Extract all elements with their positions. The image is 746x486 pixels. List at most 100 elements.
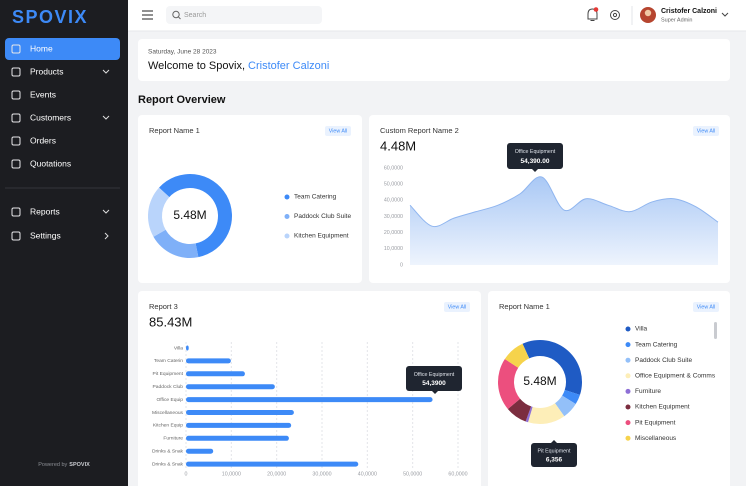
view-all-label[interactable]: View All (448, 304, 466, 310)
menu-label[interactable]: Products (30, 66, 64, 76)
legend-swatch (625, 388, 631, 394)
y-tick-label: 10,0000 (384, 246, 403, 252)
view-all-button[interactable] (444, 302, 470, 312)
menu-icon (11, 231, 21, 241)
menu-chevron (104, 232, 109, 240)
bar (186, 422, 292, 428)
legend-swatch (625, 357, 631, 363)
category-label: Villa (174, 345, 183, 351)
view-all-label[interactable]: View All (697, 128, 715, 134)
report-card: Report Name 1 View All Villa Team Catering P… (488, 291, 730, 486)
donut-center-label: 5.48M (173, 208, 206, 222)
bar (186, 448, 214, 454)
category-label: Furniture (163, 436, 183, 442)
area-line (409, 176, 719, 228)
legend-label: Team Catering (294, 194, 337, 201)
area-fill (410, 176, 718, 265)
x-tick-label: 0 (185, 471, 188, 477)
menu-label[interactable]: Home (30, 43, 53, 53)
tooltip-value: 54,390.00 (521, 158, 550, 165)
tooltip-value: 6,356 (546, 457, 563, 464)
donut-segment (159, 174, 232, 258)
y-tick-label: 0 (400, 262, 403, 268)
menu-label[interactable]: Settings (30, 230, 61, 240)
x-tick-label: 60,0000 (448, 471, 467, 477)
legend-swatch (284, 233, 290, 239)
tooltip-box (406, 366, 462, 391)
legend-label: Pit Equipment (635, 419, 676, 426)
greeting: Welcome to Spovix, (148, 60, 245, 72)
view-all-label[interactable]: View All (329, 128, 347, 134)
tooltip-pointer (432, 391, 438, 394)
card-background (488, 291, 730, 486)
menu-icon (11, 113, 21, 123)
menu-icon (11, 90, 21, 100)
legend-scrollbar (714, 322, 717, 339)
search-box[interactable] (166, 6, 322, 24)
donut-segment (507, 398, 532, 422)
welcome-date: Saturday, June 28 2023 (148, 49, 217, 56)
menu-icon (11, 67, 21, 77)
legend-swatch (625, 326, 631, 332)
settings-icon[interactable] (610, 10, 620, 20)
tooltip-title: Pit Equipment (538, 449, 572, 455)
logo[interactable]: SPOVIX (12, 7, 88, 27)
category-label: Team Caterin (154, 358, 183, 364)
menu-label[interactable]: Orders (30, 135, 56, 145)
legend-label: Furniture (635, 388, 661, 395)
menu-label[interactable]: Quotations (30, 158, 71, 168)
category-label: Office Equip (156, 397, 183, 403)
view-all-button[interactable] (693, 126, 719, 136)
menu-label[interactable]: Reports (30, 206, 60, 216)
legend-swatch (284, 194, 290, 200)
tooltip-title: Office Equipment (515, 149, 556, 155)
legend-swatch (625, 373, 631, 379)
welcome-card (138, 39, 730, 81)
welcome-text: Welcome to Spovix, Cristofer Calzoni (148, 60, 329, 72)
donut-center-label: 5.48M (523, 374, 556, 388)
y-tick-label: 60,0000 (384, 165, 403, 171)
x-tick-label: 20,0000 (267, 471, 286, 477)
donut-segment (148, 187, 170, 237)
menu-label[interactable]: Events (30, 89, 56, 99)
tooltip-box (507, 143, 563, 169)
legend-label: Villa (635, 326, 648, 333)
y-tick-label: 50,0000 (384, 182, 403, 188)
footer: Powered by SPOVIX (38, 462, 90, 468)
donut-segment (153, 229, 199, 258)
category-label: Pit Equipment (153, 371, 184, 377)
legend-label: Team Catering (635, 341, 678, 348)
hamburger[interactable] (142, 10, 153, 20)
footer-brand: SPOVIX (69, 462, 90, 468)
legend-label: Kitchen Equipment (294, 233, 349, 240)
settings-icon-core (612, 12, 618, 18)
category-label: Drinks & Snak (152, 448, 184, 454)
bar (186, 358, 231, 364)
bar (186, 371, 245, 377)
view-all-button[interactable] (325, 126, 351, 136)
user-menu-chevron[interactable] (721, 12, 729, 17)
tooltip-box (531, 443, 577, 467)
menu-icon (11, 207, 21, 217)
y-tick-label: 40,0000 (384, 198, 403, 204)
donut-segment (528, 403, 565, 424)
card-total: 85.43M (149, 314, 192, 329)
bar (186, 345, 189, 351)
category-label: Kitchen Equip (153, 423, 183, 429)
bell-icon[interactable] (587, 8, 598, 21)
tooltip-pointer (532, 169, 538, 172)
menu-label[interactable]: Customers (30, 112, 71, 122)
tooltip-pointer (551, 440, 557, 443)
search-icon (172, 10, 180, 19)
view-all-button[interactable] (693, 302, 719, 312)
legend-label: Paddock Club Suite (294, 213, 351, 220)
donut-segment (497, 359, 521, 410)
report-card: Report Name 1 View All Team Catering Paddoc… (138, 115, 362, 283)
y-tick-label: 30,0000 (384, 214, 403, 220)
view-all-label[interactable]: View All (697, 304, 715, 310)
legend-label: Paddock Club Suite (635, 357, 692, 364)
card-title: Report Name 1 (499, 302, 550, 311)
donut-segment (522, 340, 582, 395)
